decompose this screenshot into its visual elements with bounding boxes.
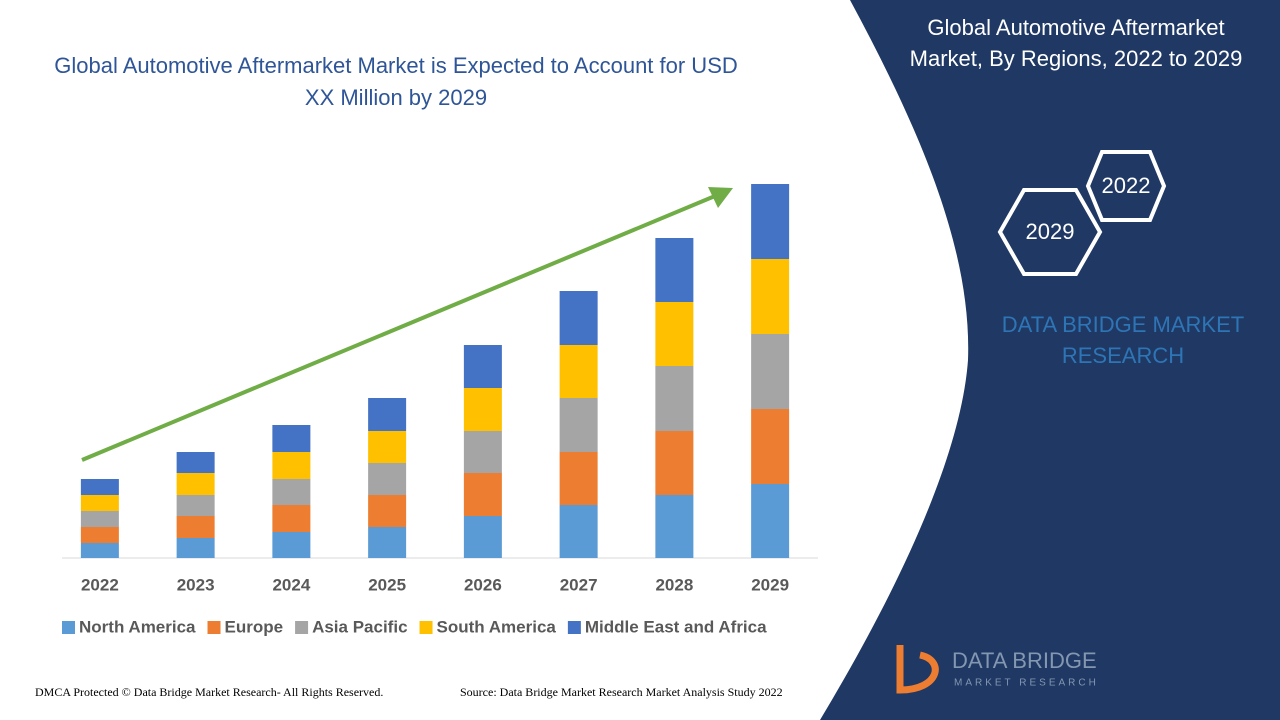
- bar-segment: [368, 527, 407, 558]
- legend-swatch: [419, 621, 433, 634]
- bar-segment: [368, 463, 407, 495]
- bar-segment: [272, 479, 311, 505]
- bar-segment: [655, 431, 694, 495]
- bar-segment: [176, 452, 215, 473]
- logo-name: DATA BRIDGE: [952, 648, 1097, 673]
- bar-segment: [751, 409, 790, 484]
- bar-segment: [463, 473, 502, 516]
- bar-segment: [368, 398, 407, 431]
- x-tick-label: 2028: [655, 575, 693, 594]
- legend-swatch: [62, 621, 75, 634]
- side-panel: [820, 0, 1280, 720]
- brand-text: DATA BRIDGE MARKET RESEARCH: [1002, 312, 1244, 368]
- chart-title: Global Automotive Aftermarket Market is …: [54, 53, 738, 110]
- hexagon: [997, 188, 1103, 276]
- legend-label: Middle East and Africa: [585, 617, 767, 636]
- legend-label: North America: [79, 617, 196, 636]
- bars: [80, 184, 790, 558]
- footer-left: DMCA Protected © Data Bridge Market Rese…: [35, 685, 383, 699]
- bar-segment: [559, 345, 598, 398]
- bar-segment: [368, 495, 407, 527]
- bar-segment: [80, 527, 119, 543]
- x-tick-label: 2027: [560, 575, 598, 594]
- bar-segment: [176, 538, 215, 558]
- panel-title: Global Automotive Aftermarket Market, By …: [910, 15, 1243, 71]
- x-tick-label: 2022: [81, 575, 119, 594]
- bar-segment: [463, 345, 502, 388]
- bar-segment: [751, 484, 790, 558]
- bar-segment: [272, 452, 311, 479]
- bar-segment: [272, 505, 311, 532]
- hex-label: 2029: [1026, 219, 1075, 244]
- x-tick-label: 2025: [368, 575, 406, 594]
- logo-mark: [896, 645, 939, 694]
- footer-right: Source: Data Bridge Market Research Mark…: [460, 685, 783, 699]
- bar-segment: [463, 516, 502, 558]
- legend-swatch: [567, 621, 581, 634]
- bar-segment: [655, 302, 694, 366]
- bar-segment: [559, 452, 598, 505]
- legend-swatch: [207, 621, 221, 634]
- arrow-head: [708, 187, 733, 208]
- bar-segment: [80, 543, 119, 558]
- bar-segment: [655, 366, 694, 431]
- bar-segment: [80, 479, 119, 495]
- bar-segment: [559, 505, 598, 558]
- legend-label: South America: [437, 617, 557, 636]
- x-tick-label: 2029: [751, 575, 789, 594]
- bar-segment: [751, 334, 790, 409]
- bar-segment: [272, 425, 311, 452]
- bar-segment: [655, 495, 694, 558]
- legend-swatch: [295, 621, 309, 634]
- bar-segment: [272, 532, 311, 558]
- logo-sub: MARKET RESEARCH: [954, 678, 1099, 689]
- bar-segment: [80, 511, 119, 527]
- bar-segment: [368, 431, 407, 463]
- hex-label: 2022: [1102, 173, 1151, 198]
- bar-segment: [751, 184, 790, 259]
- bar-segment: [655, 238, 694, 302]
- bar-segment: [176, 473, 215, 495]
- bar-segment: [463, 431, 502, 473]
- bar-segment: [559, 291, 598, 345]
- x-tick-label: 2026: [464, 575, 502, 594]
- bar-segment: [751, 259, 790, 334]
- bar-segment: [80, 495, 119, 511]
- legend-label: Europe: [225, 617, 284, 636]
- bar-segment: [559, 398, 598, 452]
- legend: North America Europe Asia Pacific South Ame…: [62, 617, 767, 636]
- bar-segment: [463, 388, 502, 431]
- x-tick-label: 2023: [177, 575, 215, 594]
- x-tick-label: 2024: [272, 575, 310, 594]
- bar-segment: [176, 516, 215, 538]
- bar-segment: [176, 495, 215, 516]
- legend-label: Asia Pacific: [312, 617, 407, 636]
- hexagon: [1085, 150, 1167, 222]
- trend-arrow: [81, 194, 716, 462]
